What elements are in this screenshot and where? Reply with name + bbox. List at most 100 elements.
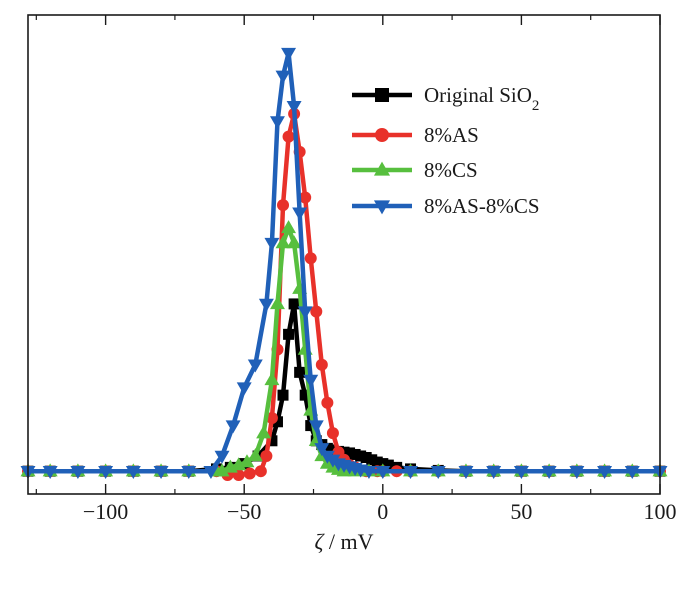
legend-item: Original SiO2 — [352, 83, 539, 114]
data-point — [366, 454, 378, 466]
data-point — [266, 435, 278, 447]
data-point — [355, 450, 367, 462]
data-point — [310, 305, 323, 318]
data-point — [277, 389, 289, 401]
data-point — [305, 420, 317, 432]
data-point — [624, 465, 640, 479]
plot-frame — [27, 14, 661, 495]
series-line — [28, 50, 660, 474]
data-point — [360, 452, 372, 464]
x-tick-label: 50 — [510, 499, 532, 524]
legend-label: Original SiO2 — [424, 83, 539, 114]
data-point — [541, 465, 557, 479]
data-point — [153, 465, 169, 479]
legend-marker — [375, 128, 389, 142]
data-point — [458, 465, 474, 479]
data-point — [371, 456, 383, 468]
data-point — [70, 465, 86, 479]
data-point — [288, 298, 300, 310]
data-point — [264, 237, 280, 251]
data-point — [236, 382, 252, 396]
data-point — [42, 465, 58, 479]
data-point — [304, 252, 317, 265]
data-point — [258, 298, 274, 312]
legend-item: 8%CS — [352, 158, 478, 182]
data-point — [214, 450, 230, 464]
plot-marks — [20, 47, 668, 481]
data-point — [225, 420, 241, 434]
legend-label: 8%AS — [424, 123, 479, 147]
data-point — [321, 442, 333, 454]
legend: Original SiO2 8%AS 8%CS 8%AS-8%CS — [352, 83, 540, 218]
series-1 — [22, 107, 666, 481]
data-point — [275, 235, 291, 249]
series-line — [28, 301, 660, 474]
series-3 — [20, 47, 668, 479]
data-point — [349, 448, 361, 460]
data-point — [243, 467, 256, 480]
data-point — [203, 465, 219, 479]
series-2 — [20, 220, 668, 477]
data-point — [286, 101, 302, 115]
x-tick-label: 0 — [377, 499, 388, 524]
data-point — [299, 191, 312, 204]
data-point — [282, 130, 295, 143]
data-point — [247, 359, 263, 373]
data-point — [271, 416, 283, 428]
axis-ticks: −100 −50 0 50 100 — [35, 15, 677, 524]
x-tick-label: −100 — [83, 499, 128, 524]
data-point — [303, 374, 319, 388]
legend-item: 8%AS — [352, 123, 479, 147]
series-line — [28, 225, 660, 474]
data-point — [247, 448, 263, 462]
x-axis-unit: / mV — [323, 529, 373, 554]
data-point — [269, 116, 285, 130]
data-point — [181, 465, 197, 479]
series-line — [28, 111, 660, 478]
data-point — [299, 389, 311, 401]
data-point — [275, 70, 291, 84]
legend-label: 8%AS-8%CS — [424, 194, 540, 218]
legend-label: 8%CS — [424, 158, 478, 182]
data-point — [265, 411, 278, 424]
data-point — [256, 425, 272, 439]
legend-item: 8%AS-8%CS — [352, 194, 540, 218]
data-point — [264, 372, 280, 386]
data-point — [98, 465, 114, 479]
data-point — [292, 207, 308, 221]
data-point — [214, 463, 230, 477]
legend-marker — [375, 88, 389, 102]
data-point — [315, 358, 328, 371]
legend-marker — [373, 200, 391, 215]
data-point — [569, 465, 585, 479]
data-point — [486, 465, 502, 479]
data-point — [283, 328, 295, 340]
legend-marker — [373, 161, 391, 176]
data-point — [281, 220, 297, 234]
data-point — [382, 459, 394, 471]
data-point — [513, 465, 529, 479]
data-point — [281, 47, 297, 61]
x-axis-symbol: ζ — [314, 529, 325, 554]
data-point — [294, 366, 306, 378]
data-point — [597, 465, 613, 479]
x-tick-label: 100 — [644, 499, 677, 524]
x-tick-label: −50 — [227, 499, 261, 524]
data-point — [254, 465, 267, 478]
data-point — [326, 427, 339, 440]
x-axis-label: ζ / mV — [314, 529, 373, 554]
data-point — [125, 465, 141, 479]
data-point — [269, 296, 285, 310]
data-point — [260, 449, 273, 462]
data-point — [321, 396, 334, 409]
data-point — [297, 306, 313, 320]
data-point — [286, 235, 302, 249]
data-point — [308, 420, 324, 434]
data-point — [277, 199, 290, 212]
data-point — [375, 465, 391, 479]
data-point — [314, 443, 330, 457]
data-point — [361, 465, 377, 479]
data-point — [239, 454, 255, 468]
data-point — [430, 465, 446, 479]
